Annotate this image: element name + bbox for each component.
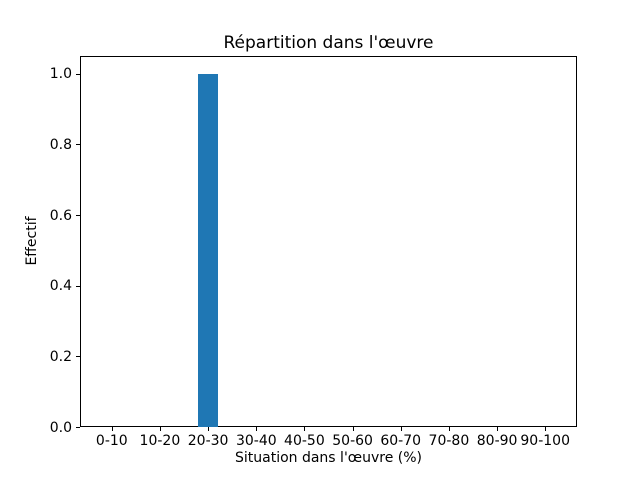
x-tick-label: 40-50 <box>284 433 325 449</box>
x-tick-mark <box>159 427 161 431</box>
x-tick-label: 30-40 <box>235 433 277 449</box>
y-tick-label: 0.2 <box>49 348 72 365</box>
y-tick-label: 0.0 <box>49 419 72 436</box>
x-tick-mark <box>111 427 113 431</box>
y-tick-mark <box>76 285 80 287</box>
x-tick-mark <box>256 427 258 431</box>
x-tick-label: 70-80 <box>428 433 470 449</box>
x-tick-label: 80-90 <box>476 433 518 449</box>
x-tick-label: 90-100 <box>520 433 570 449</box>
x-tick-label: 50-60 <box>332 433 373 449</box>
bar <box>197 73 219 427</box>
x-tick-mark <box>448 427 450 431</box>
y-tick-label: 0.4 <box>49 278 72 295</box>
plot-area <box>80 56 577 427</box>
x-tick-mark <box>400 427 402 431</box>
x-tick-mark <box>304 427 306 431</box>
x-tick-label: 60-70 <box>380 433 422 449</box>
x-tick-label: 10-20 <box>139 433 181 449</box>
x-tick-mark <box>208 427 210 431</box>
y-tick-mark <box>76 427 80 428</box>
x-tick-label: 20-30 <box>187 433 229 449</box>
x-tick-mark <box>545 427 547 431</box>
y-tick-mark <box>76 73 80 75</box>
y-tick-label: 0.6 <box>49 207 72 224</box>
chart-title: Répartition dans l'œuvre <box>223 33 434 53</box>
y-tick-label: 1.0 <box>49 66 72 83</box>
x-tick-label: 0-10 <box>95 433 128 449</box>
y-axis-label: Effectif <box>24 216 40 266</box>
y-tick-label: 0.8 <box>49 136 72 153</box>
y-tick-mark <box>76 144 80 146</box>
y-tick-mark <box>76 356 80 358</box>
y-tick-mark <box>76 215 80 216</box>
x-axis-label: Situation dans l'œuvre (%) <box>234 450 423 466</box>
x-tick-mark <box>497 427 499 431</box>
x-tick-mark <box>352 427 354 431</box>
